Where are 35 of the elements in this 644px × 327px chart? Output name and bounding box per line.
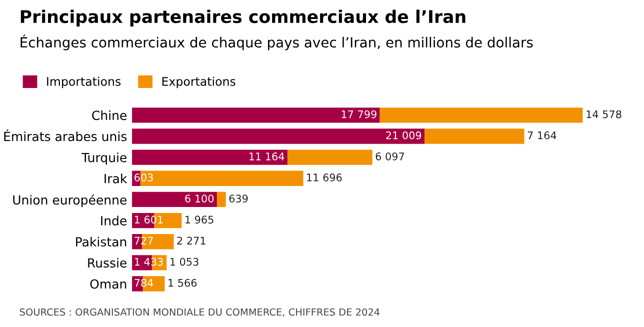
data-label: 14 578 [586, 110, 622, 118]
bar [380, 108, 583, 123]
data-label: 6 100 [185, 194, 214, 202]
bar [132, 192, 217, 208]
y-tick-label: Pakistan [76, 236, 126, 247]
data-label: 2 271 [177, 236, 206, 244]
data-label: 7 164 [528, 131, 556, 140]
bar [132, 108, 380, 123]
y-tick-label: Émirats arabes unis [4, 129, 127, 142]
y-tick-label: Oman [90, 279, 126, 289]
chart-subtitle: Échanges commerciaux de chaque pays avec l’Iran, en millions de dollars [20, 34, 533, 50]
data-label: 17 799 [342, 110, 376, 118]
data-label: 1 566 [168, 278, 197, 287]
y-tick-label: Union européenne [13, 194, 126, 208]
data-label: 11 164 [249, 152, 284, 160]
data-label: 1 965 [186, 216, 214, 224]
source-note: SOURCES : ORGANISATION MONDIALE DU COMMERCE, CHIFFRES DE 2024 [20, 308, 380, 317]
data-label: 6 097 [376, 152, 404, 160]
chart-title: Principaux partenaires commerciaux de l’Iran [20, 10, 466, 26]
bar [424, 128, 524, 144]
y-tick-label: Russie [88, 258, 126, 268]
data-label: 1 053 [170, 258, 198, 266]
y-tick-label: Irak [104, 174, 128, 184]
data-label: 11 696 [307, 174, 342, 182]
bar [132, 128, 425, 144]
bar [287, 150, 372, 165]
bar [132, 150, 288, 165]
legend-label: Importations [47, 76, 121, 88]
data-label: 639 [229, 194, 248, 202]
legend-label: Exportations [162, 76, 236, 88]
y-tick-label: Inde [101, 216, 126, 226]
data-label: 21 009 [386, 131, 422, 140]
y-tick-label: Turquie [82, 152, 126, 165]
y-tick-label: Chine [92, 110, 126, 120]
bar [216, 192, 226, 208]
